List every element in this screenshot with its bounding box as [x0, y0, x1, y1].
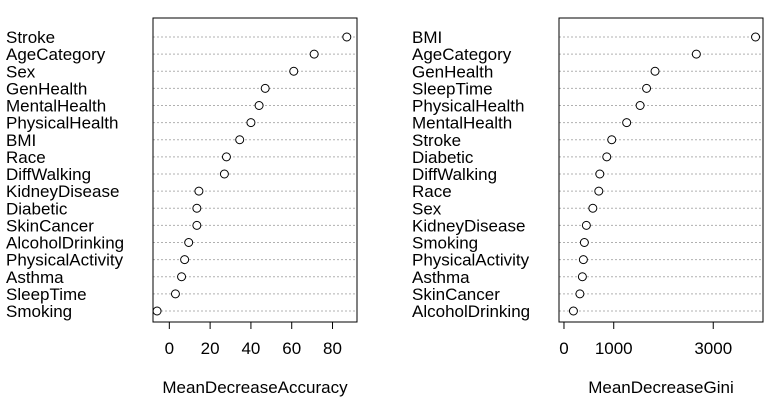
category-label: AlcoholDrinking	[412, 302, 530, 321]
category-label: Smoking	[6, 302, 72, 321]
x-tick-label: 60	[282, 339, 301, 358]
x-tick-label: 20	[201, 339, 220, 358]
accuracy-panel: StrokeAgeCategorySexGenHealthMentalHealt…	[6, 18, 357, 397]
data-point	[290, 67, 298, 75]
x-tick-label: 80	[323, 339, 342, 358]
data-point	[236, 136, 244, 144]
x-tick-label: 0	[165, 339, 174, 358]
data-point	[181, 256, 189, 264]
x-tick-label: 40	[241, 339, 260, 358]
data-point	[636, 102, 644, 110]
gini-panel: BMIAgeCategoryGenHealthSleepTimePhysical…	[412, 18, 763, 397]
data-point	[171, 290, 179, 298]
data-point	[153, 307, 161, 315]
x-tick-label: 3000	[694, 339, 732, 358]
data-point	[692, 50, 700, 58]
data-point	[651, 67, 659, 75]
data-point	[185, 239, 193, 247]
data-point	[595, 187, 603, 195]
x-axis-title: MeanDecreaseGini	[588, 378, 734, 397]
data-point	[195, 187, 203, 195]
data-point	[752, 33, 760, 41]
data-point	[580, 239, 588, 247]
data-point	[596, 170, 604, 178]
data-point	[623, 119, 631, 127]
data-point	[582, 221, 590, 229]
data-point	[220, 170, 228, 178]
data-point	[578, 273, 586, 281]
data-point	[569, 307, 577, 315]
data-point	[343, 33, 351, 41]
x-tick-label: 1000	[595, 339, 633, 358]
data-point	[643, 84, 651, 92]
data-point	[193, 204, 201, 212]
data-point	[608, 136, 616, 144]
data-point	[247, 119, 255, 127]
data-point	[576, 290, 584, 298]
data-point	[589, 204, 597, 212]
data-point	[603, 153, 611, 161]
data-point	[310, 50, 318, 58]
x-axis-title: MeanDecreaseAccuracy	[162, 378, 348, 397]
data-point	[579, 256, 587, 264]
data-point	[222, 153, 230, 161]
data-point	[255, 102, 263, 110]
x-tick-label: 0	[559, 339, 568, 358]
data-point	[178, 273, 186, 281]
data-point	[261, 84, 269, 92]
data-point	[193, 221, 201, 229]
